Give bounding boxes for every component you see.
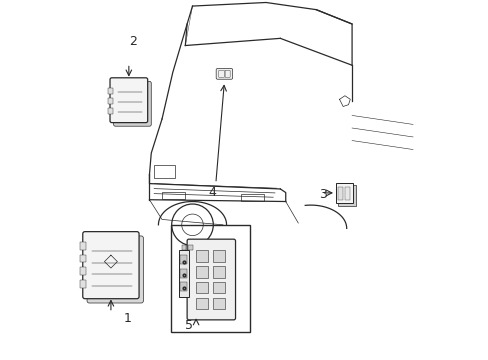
FancyBboxPatch shape xyxy=(110,78,147,123)
Bar xyxy=(241,194,264,201)
Bar xyxy=(80,267,86,275)
Bar xyxy=(337,187,343,201)
Bar xyxy=(162,192,185,199)
Text: 4: 4 xyxy=(208,186,216,199)
Bar xyxy=(213,266,224,278)
Bar xyxy=(213,298,224,309)
Bar xyxy=(196,282,207,293)
Bar xyxy=(213,250,224,262)
Bar xyxy=(196,266,207,278)
Bar xyxy=(171,225,249,332)
Bar xyxy=(179,269,187,278)
Bar xyxy=(80,242,86,250)
FancyBboxPatch shape xyxy=(113,81,151,126)
FancyBboxPatch shape xyxy=(82,231,139,299)
Bar xyxy=(107,88,113,94)
FancyBboxPatch shape xyxy=(187,239,235,320)
Bar xyxy=(80,280,86,288)
Bar xyxy=(344,187,349,201)
Bar xyxy=(179,255,187,264)
Bar xyxy=(107,108,113,114)
Bar xyxy=(196,298,207,309)
Bar xyxy=(196,250,207,262)
Bar xyxy=(179,282,187,291)
Text: 2: 2 xyxy=(129,35,137,49)
Text: 3: 3 xyxy=(319,188,326,201)
Text: 1: 1 xyxy=(124,311,132,325)
Bar xyxy=(154,165,175,178)
Bar xyxy=(188,244,192,250)
Bar xyxy=(213,282,224,293)
FancyBboxPatch shape xyxy=(87,236,143,303)
Bar xyxy=(182,244,186,250)
Bar xyxy=(107,98,113,104)
Bar xyxy=(338,185,355,206)
Bar xyxy=(335,183,352,203)
Bar xyxy=(179,250,188,297)
Bar xyxy=(80,255,86,262)
Text: 5: 5 xyxy=(184,319,193,332)
FancyBboxPatch shape xyxy=(216,68,232,79)
